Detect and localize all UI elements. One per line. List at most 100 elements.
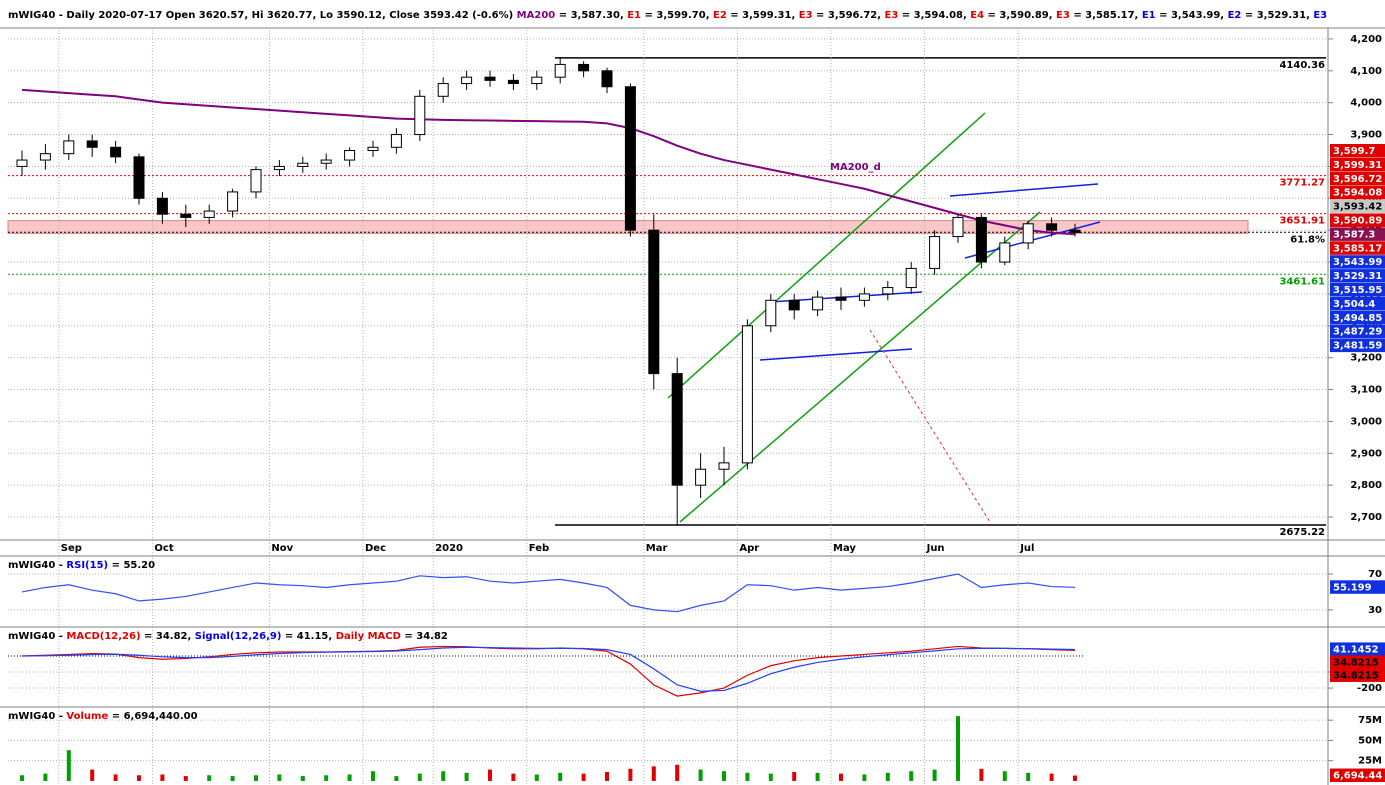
candle-body	[1046, 223, 1058, 231]
label-part: E3	[799, 10, 813, 21]
volume-bar	[675, 764, 680, 781]
y-tick-label: 2,800	[1350, 480, 1382, 491]
volume-bar	[815, 772, 820, 781]
label-part: Volume	[66, 711, 108, 722]
axis-box	[1330, 324, 1385, 339]
axis-box-label: 34.8215	[1333, 657, 1379, 668]
candle-body	[695, 468, 707, 486]
label-part: = 3,585.17,	[1070, 10, 1142, 21]
y-tick-label: 70	[1368, 569, 1382, 580]
volume-bar	[651, 766, 656, 781]
x-tick-label: Apr	[739, 543, 759, 554]
axis-box	[1330, 338, 1385, 353]
label-part: E3	[885, 10, 899, 21]
axis-box	[1330, 157, 1385, 172]
y-tick-label: 3,000	[1350, 416, 1382, 427]
trendlines	[667, 112, 1101, 523]
x-tick-label: Sep	[61, 543, 82, 554]
candle-body	[39, 153, 51, 161]
axis-box	[1330, 642, 1385, 656]
volume-bar	[324, 775, 329, 781]
axis-box	[1330, 296, 1385, 311]
label-part: E1	[1142, 10, 1156, 21]
axis-box-label: 3,515.95	[1333, 285, 1382, 296]
label-part: RSI(15)	[66, 560, 108, 571]
axis-box	[1330, 255, 1385, 269]
candle-body	[63, 140, 75, 155]
candle-body	[1022, 223, 1034, 244]
candle-body	[367, 146, 379, 151]
label-part: = 3,599.31,	[727, 10, 799, 21]
candle-body	[765, 299, 777, 327]
ma-line	[21, 88, 1076, 236]
label-part: MA200	[517, 10, 556, 21]
y-tick-label: 4,100	[1350, 66, 1382, 77]
label-part: mWIG40 - Daily 2020-07-17 Open 3620.57, …	[8, 10, 517, 21]
channel-line	[667, 112, 986, 399]
y-tick-label: 2,900	[1350, 448, 1382, 459]
wedge-line	[949, 183, 1099, 197]
y-tick-label: 30	[1368, 605, 1382, 616]
label-part: E3	[1056, 10, 1070, 21]
axis-box-label: 3,543.99	[1333, 257, 1382, 268]
label-part: E4	[970, 10, 984, 21]
volume-bar	[1026, 772, 1031, 781]
candle-body	[741, 325, 753, 464]
projection-line	[869, 329, 991, 523]
candle-body	[507, 79, 519, 85]
y-tick-label: 3,100	[1350, 385, 1382, 396]
volume-bar	[183, 776, 188, 781]
candle-body	[554, 63, 566, 78]
label-part: = 3,596.72,	[813, 10, 885, 21]
candle-body	[882, 287, 894, 295]
candle-body	[858, 293, 870, 301]
y-tick-label: 3,900	[1350, 130, 1382, 141]
panel-label: mWIG40 - RSI(15) = 55.20	[8, 560, 155, 571]
candle-body	[250, 169, 262, 193]
candle-body	[578, 63, 590, 72]
volume-bar	[441, 771, 446, 781]
volume-bar	[230, 776, 235, 781]
candle-body	[999, 242, 1011, 263]
axis-box	[1330, 185, 1385, 200]
panel-label: mWIG40 - MACD(12,26) = 34.82, Signal(12,…	[8, 631, 448, 642]
volume-bar	[1073, 775, 1077, 781]
candle-body	[601, 70, 613, 88]
candle-body	[344, 149, 356, 161]
y-tick-label: 25M	[1358, 756, 1382, 767]
candle-body	[975, 216, 987, 263]
axis-box-label: 3,593.42	[1333, 202, 1382, 213]
indicator-line	[21, 573, 1076, 613]
volume-bar	[862, 774, 867, 781]
candle-body	[110, 146, 122, 158]
candle-body	[812, 296, 824, 311]
label-part: E3	[1313, 10, 1327, 21]
axis-box	[1330, 580, 1385, 594]
label-part: mWIG40 -	[8, 560, 66, 571]
label-part: mWIG40 -	[8, 631, 66, 642]
wedge-line	[759, 348, 913, 361]
label-part: MACD(12,26)	[66, 631, 140, 642]
candle-body	[671, 373, 683, 486]
label-part: = 3,529.31,	[1241, 10, 1313, 21]
level-label: 4140.36	[1279, 60, 1325, 71]
volume-bar	[605, 772, 609, 781]
axis-box-label: 3,481.59	[1333, 341, 1382, 352]
axis-box-label: 3,590.89	[1333, 216, 1382, 227]
candle-body	[835, 296, 847, 301]
volume-bar	[90, 769, 95, 781]
label-part: E2	[713, 10, 727, 21]
volume-bar	[745, 772, 750, 781]
volume-bar	[909, 771, 914, 781]
axis-box	[1330, 283, 1385, 297]
level-label: 61.8%	[1290, 234, 1325, 245]
x-tick-label: Dec	[365, 543, 386, 554]
candle-body	[718, 462, 730, 470]
panel-label: mWIG40 - Daily 2020-07-17 Open 3620.57, …	[8, 10, 1327, 21]
candle-body	[905, 267, 917, 289]
label-part: = 3,590.89,	[984, 10, 1056, 21]
axis-box-label: 3,594.08	[1333, 188, 1382, 199]
label-part: = 3,599.70,	[641, 10, 713, 21]
level-label: 3651.91	[1279, 216, 1325, 227]
volume-bar	[534, 774, 539, 781]
